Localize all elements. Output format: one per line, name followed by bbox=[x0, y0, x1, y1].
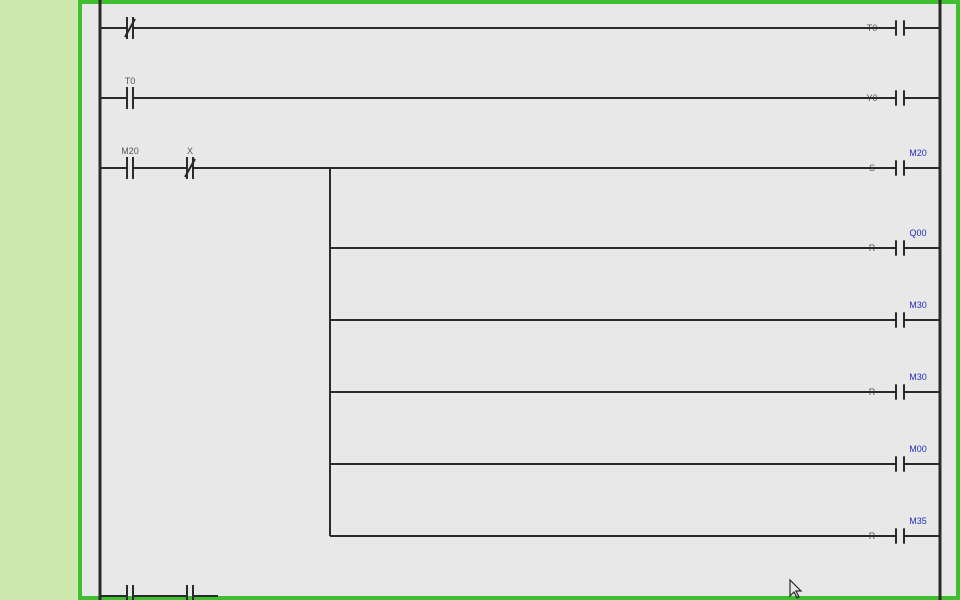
svg-text:M20: M20 bbox=[909, 148, 927, 158]
svg-text:X: X bbox=[187, 146, 193, 156]
svg-text:M30: M30 bbox=[909, 372, 927, 382]
svg-text:M35: M35 bbox=[909, 516, 927, 526]
svg-text:M30: M30 bbox=[909, 300, 927, 310]
svg-text:Q00: Q00 bbox=[909, 228, 926, 238]
svg-text:T0: T0 bbox=[125, 76, 136, 86]
ladder-editor-frame: T0T0Y0M20XM20SQ00RM30M30RM00M35R bbox=[78, 0, 960, 600]
svg-text:M00: M00 bbox=[909, 444, 927, 454]
page-background: T0T0Y0M20XM20SQ00RM30M30RM00M35R bbox=[0, 0, 960, 600]
ladder-diagram: T0T0Y0M20XM20SQ00RM30M30RM00M35R bbox=[0, 0, 960, 600]
svg-text:M20: M20 bbox=[121, 146, 139, 156]
